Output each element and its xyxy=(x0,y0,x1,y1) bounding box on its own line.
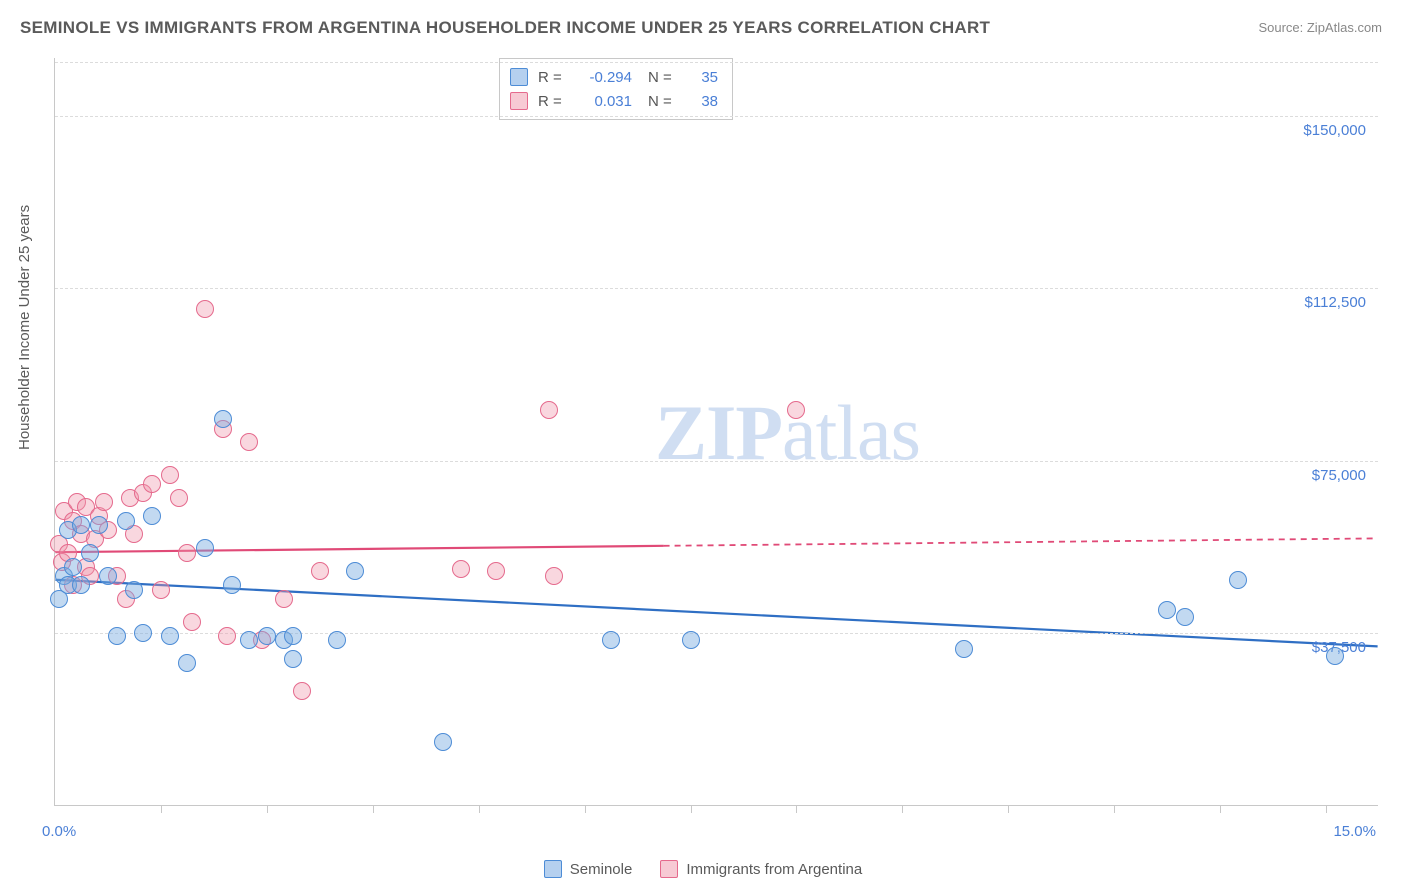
data-point xyxy=(240,631,258,649)
y-tick-label: $75,000 xyxy=(1312,467,1366,484)
x-tick xyxy=(1326,805,1327,813)
stat-n-value: 35 xyxy=(690,69,718,86)
x-tick xyxy=(902,805,903,813)
y-axis-title: Householder Income Under 25 years xyxy=(16,205,33,450)
data-point xyxy=(214,410,232,428)
data-point xyxy=(90,516,108,534)
stat-n-label: N = xyxy=(648,69,680,86)
data-point xyxy=(955,640,973,658)
trend-lines xyxy=(55,58,1378,805)
gridline xyxy=(55,62,1378,63)
x-tick xyxy=(267,805,268,813)
data-point xyxy=(1229,571,1247,589)
data-point xyxy=(81,544,99,562)
data-point xyxy=(787,401,805,419)
data-point xyxy=(682,631,700,649)
stat-n-value: 38 xyxy=(690,93,718,110)
scatter-chart: ZIPatlas R =-0.294N =35R =0.031N =38 $37… xyxy=(54,58,1378,806)
square-icon xyxy=(660,860,678,878)
y-tick-label: $150,000 xyxy=(1303,122,1366,139)
x-tick xyxy=(1220,805,1221,813)
gridline xyxy=(55,288,1378,289)
data-point xyxy=(452,560,470,578)
data-point xyxy=(134,624,152,642)
gridline xyxy=(55,461,1378,462)
y-tick-label: $112,500 xyxy=(1305,294,1366,311)
data-point xyxy=(284,650,302,668)
data-point xyxy=(1326,647,1344,665)
data-point xyxy=(117,512,135,530)
chart-title: SEMINOLE VS IMMIGRANTS FROM ARGENTINA HO… xyxy=(20,18,990,38)
x-tick xyxy=(796,805,797,813)
legend-item-argentina: Immigrants from Argentina xyxy=(660,860,862,878)
square-icon xyxy=(544,860,562,878)
stat-r-value: -0.294 xyxy=(576,69,632,86)
source-label: Source: ZipAtlas.com xyxy=(1258,20,1382,35)
x-tick xyxy=(479,805,480,813)
data-point xyxy=(346,562,364,580)
data-point xyxy=(143,507,161,525)
stat-r-label: R = xyxy=(538,69,566,86)
data-point xyxy=(170,489,188,507)
data-point xyxy=(545,567,563,585)
data-point xyxy=(108,627,126,645)
data-point xyxy=(328,631,346,649)
data-point xyxy=(161,466,179,484)
data-point xyxy=(143,475,161,493)
data-point xyxy=(540,401,558,419)
data-point xyxy=(602,631,620,649)
watermark: ZIPatlas xyxy=(655,388,920,478)
stat-r-value: 0.031 xyxy=(576,93,632,110)
x-tick xyxy=(1114,805,1115,813)
legend-item-seminole: Seminole xyxy=(544,860,633,878)
x-tick xyxy=(373,805,374,813)
data-point xyxy=(99,567,117,585)
square-icon xyxy=(510,68,528,86)
x-axis-label-left: 0.0% xyxy=(42,823,76,840)
stats-row: R = 0.031 N = 38 xyxy=(510,89,718,113)
data-point xyxy=(152,581,170,599)
data-point xyxy=(64,558,82,576)
stat-r-label: R = xyxy=(538,93,566,110)
data-point xyxy=(293,682,311,700)
data-point xyxy=(178,654,196,672)
data-point xyxy=(284,627,302,645)
data-point xyxy=(72,576,90,594)
data-point xyxy=(218,627,236,645)
data-point xyxy=(1176,608,1194,626)
data-point xyxy=(223,576,241,594)
legend-label: Seminole xyxy=(570,861,633,878)
gridline xyxy=(55,116,1378,117)
x-tick xyxy=(585,805,586,813)
data-point xyxy=(72,516,90,534)
data-point xyxy=(275,590,293,608)
data-point xyxy=(240,433,258,451)
data-point xyxy=(161,627,179,645)
square-icon xyxy=(510,92,528,110)
data-point xyxy=(196,539,214,557)
data-point xyxy=(178,544,196,562)
legend-label: Immigrants from Argentina xyxy=(686,861,862,878)
data-point xyxy=(258,627,276,645)
data-point xyxy=(311,562,329,580)
x-tick xyxy=(691,805,692,813)
data-point xyxy=(183,613,201,631)
data-point xyxy=(487,562,505,580)
stat-n-label: N = xyxy=(648,93,680,110)
data-point xyxy=(1158,601,1176,619)
data-point xyxy=(434,733,452,751)
data-point xyxy=(95,493,113,511)
data-point xyxy=(196,300,214,318)
x-tick xyxy=(161,805,162,813)
data-point xyxy=(125,581,143,599)
bottom-legend: Seminole Immigrants from Argentina xyxy=(0,860,1406,878)
x-axis-label-right: 15.0% xyxy=(1333,823,1376,840)
stats-row: R = -0.294 N = 35 xyxy=(510,65,718,89)
x-tick xyxy=(1008,805,1009,813)
stats-legend-box: R = -0.294 N = 35 R = 0.031 N = 38 xyxy=(499,58,733,120)
